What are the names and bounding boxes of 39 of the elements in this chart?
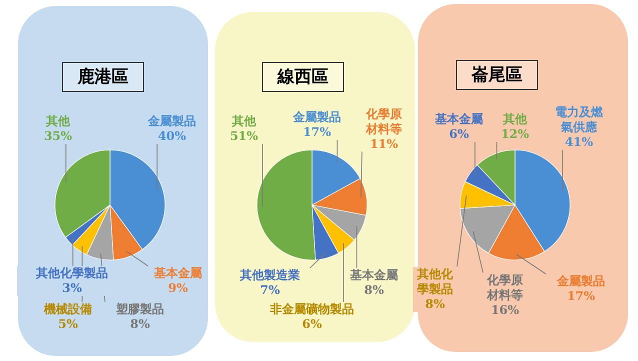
slice-label: 其他化學製品 bbox=[416, 266, 454, 296]
data-label: 35% bbox=[42, 129, 74, 144]
data-label: 5% bbox=[57, 317, 79, 332]
data-label: 16% bbox=[490, 302, 520, 318]
slice-label: 基本金屬 bbox=[434, 112, 484, 127]
data-label: 17% bbox=[566, 289, 596, 304]
slice-label: 基本金屬 bbox=[153, 266, 203, 281]
slice-label: 金屬製品 bbox=[147, 114, 197, 129]
data-label: 6% bbox=[448, 127, 470, 142]
slice-label: 化學原材料等 bbox=[486, 272, 524, 302]
data-label: 9% bbox=[167, 281, 189, 296]
chart-title: 鹿港區 bbox=[62, 62, 144, 92]
slice-label: 其他 bbox=[502, 112, 528, 127]
data-label: 8% bbox=[424, 296, 446, 312]
data-label: 41% bbox=[564, 134, 594, 150]
slice-label: 電力及燃氣供應 bbox=[554, 104, 604, 134]
slice-label: 基本金屬 bbox=[349, 268, 399, 283]
data-label: 17% bbox=[302, 125, 332, 140]
data-label: 8% bbox=[129, 317, 151, 332]
data-label: 51% bbox=[228, 129, 260, 144]
slice-label: 塑膠製品 bbox=[115, 302, 165, 317]
slice-label: 非金屬礦物製品 bbox=[269, 302, 355, 317]
data-label: 8% bbox=[363, 283, 385, 298]
chart-title: 線西區 bbox=[262, 62, 344, 92]
data-label: 6% bbox=[301, 317, 323, 332]
slice-label: 機械設備 bbox=[42, 302, 93, 317]
data-label: 7% bbox=[259, 283, 281, 298]
slice-label: 金屬製品 bbox=[292, 110, 342, 125]
data-label: 11% bbox=[368, 136, 400, 152]
slice-label: 其他製造業 bbox=[239, 268, 301, 283]
data-label: 40% bbox=[156, 129, 188, 144]
slice-label: 其他化學製品 bbox=[35, 266, 109, 281]
slice-label: 化學原材料等 bbox=[364, 106, 403, 136]
data-label: 12% bbox=[500, 127, 530, 142]
slice-label: 其他 bbox=[45, 114, 71, 129]
chart-title: 崙尾區 bbox=[456, 60, 538, 90]
slice-label: 金屬製品 bbox=[556, 274, 606, 289]
slice-label: 其他 bbox=[231, 114, 257, 129]
data-label: 3% bbox=[61, 281, 83, 296]
